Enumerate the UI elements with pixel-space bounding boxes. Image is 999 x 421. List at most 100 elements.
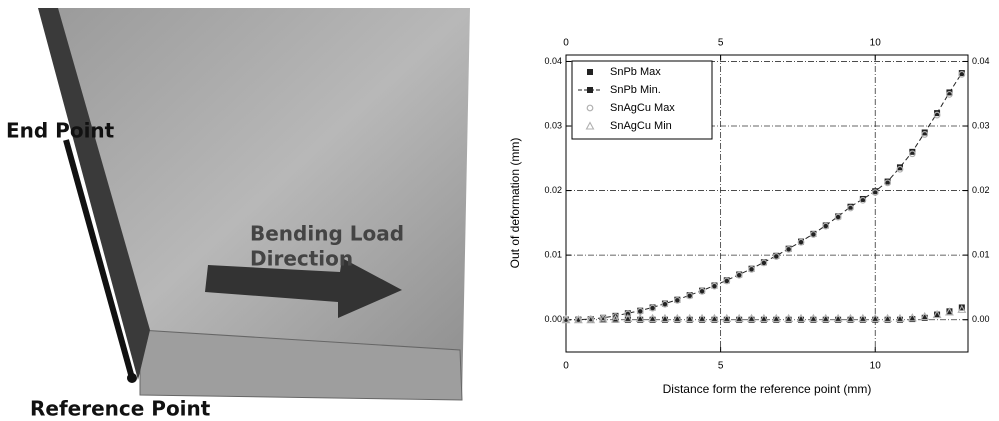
marker xyxy=(575,316,582,323)
base xyxy=(139,329,463,401)
marker xyxy=(698,287,706,295)
marker xyxy=(772,253,780,260)
marker xyxy=(635,313,645,322)
marker xyxy=(711,282,718,290)
marker xyxy=(858,313,868,322)
marker xyxy=(685,313,695,322)
load-arrow xyxy=(205,258,402,318)
end-point-label: End Point xyxy=(6,119,115,143)
marker xyxy=(934,311,941,318)
marker xyxy=(649,316,656,323)
marker xyxy=(586,315,596,324)
marker xyxy=(637,316,644,323)
x-tick-label: 5 xyxy=(718,361,724,372)
beam xyxy=(38,8,150,380)
y2-tick-label: 0.00 xyxy=(972,314,990,324)
x-axis-label: Distance form the reference point (mm) xyxy=(663,382,872,396)
marker xyxy=(573,315,583,324)
marker xyxy=(711,316,718,323)
marker xyxy=(946,89,953,96)
marker xyxy=(958,70,966,78)
marker xyxy=(748,316,755,323)
marker xyxy=(810,316,817,323)
legend-box xyxy=(571,60,713,140)
marker xyxy=(920,311,930,321)
marker xyxy=(934,110,941,117)
marker xyxy=(612,313,619,320)
marker xyxy=(808,313,818,322)
marker xyxy=(760,259,768,267)
marker xyxy=(649,304,656,312)
load-label: Direction xyxy=(250,247,353,271)
marker xyxy=(796,313,806,322)
marker xyxy=(673,296,681,304)
illustration: End Point Bending Load Direction Referen… xyxy=(6,8,470,421)
load-label: Bending Load xyxy=(250,222,404,246)
marker xyxy=(809,231,817,238)
marker xyxy=(747,313,756,322)
marker xyxy=(759,313,769,322)
plot-frame xyxy=(565,54,969,353)
marker xyxy=(957,304,967,313)
y-axis-label: Out of deformation (mm) xyxy=(508,138,522,269)
legend-label: SnAgCu Max xyxy=(610,102,675,114)
marker xyxy=(785,245,792,252)
marker xyxy=(958,70,965,77)
marker xyxy=(637,307,644,314)
marker xyxy=(872,188,879,195)
marker xyxy=(847,204,854,212)
marker xyxy=(674,316,681,323)
marker xyxy=(859,316,866,323)
marker xyxy=(946,90,953,98)
marker xyxy=(686,316,693,323)
marker xyxy=(587,87,593,93)
marker xyxy=(884,179,891,187)
marker xyxy=(798,316,805,323)
y-tick-label: 0.01 xyxy=(544,250,562,260)
marker xyxy=(748,265,755,273)
x-top-tick-label: 10 xyxy=(870,38,882,49)
marker xyxy=(933,111,941,119)
marker xyxy=(624,316,631,323)
marker xyxy=(846,313,855,322)
marker xyxy=(896,165,904,173)
y-tick-label: 0.00 xyxy=(544,314,562,324)
marker xyxy=(623,313,633,322)
marker xyxy=(661,300,669,308)
marker xyxy=(710,313,719,322)
marker xyxy=(723,316,730,323)
y-tick-label: 0.03 xyxy=(544,120,562,130)
marker xyxy=(711,282,718,289)
marker xyxy=(798,238,805,245)
marker xyxy=(771,313,781,322)
marker xyxy=(723,277,731,285)
marker xyxy=(921,314,928,321)
y-tick-label: 0.04 xyxy=(544,56,562,66)
reference-label: Reference Point xyxy=(30,397,211,421)
marker xyxy=(748,265,755,272)
y2-tick-label: 0.03 xyxy=(972,120,990,130)
marker xyxy=(674,296,681,303)
marker xyxy=(909,316,916,323)
marker xyxy=(686,292,694,300)
marker xyxy=(884,178,891,185)
marker xyxy=(722,313,732,322)
y2-tick-label: 0.02 xyxy=(972,185,990,195)
legend-label: SnPb Max xyxy=(610,66,661,78)
marker xyxy=(723,277,730,284)
marker xyxy=(760,259,767,266)
marker xyxy=(661,316,668,323)
marker xyxy=(598,314,608,323)
marker xyxy=(697,313,707,322)
legend-label: SnAgCu Min xyxy=(610,120,672,132)
marker xyxy=(870,313,880,322)
y2-tick-label: 0.04 xyxy=(972,56,990,66)
x-top-tick-label: 5 xyxy=(718,38,724,49)
marker xyxy=(600,314,607,321)
marker xyxy=(699,316,706,323)
marker xyxy=(834,213,842,221)
reference-dot xyxy=(127,373,137,383)
x-tick-label: 0 xyxy=(563,361,569,372)
marker xyxy=(735,271,743,279)
